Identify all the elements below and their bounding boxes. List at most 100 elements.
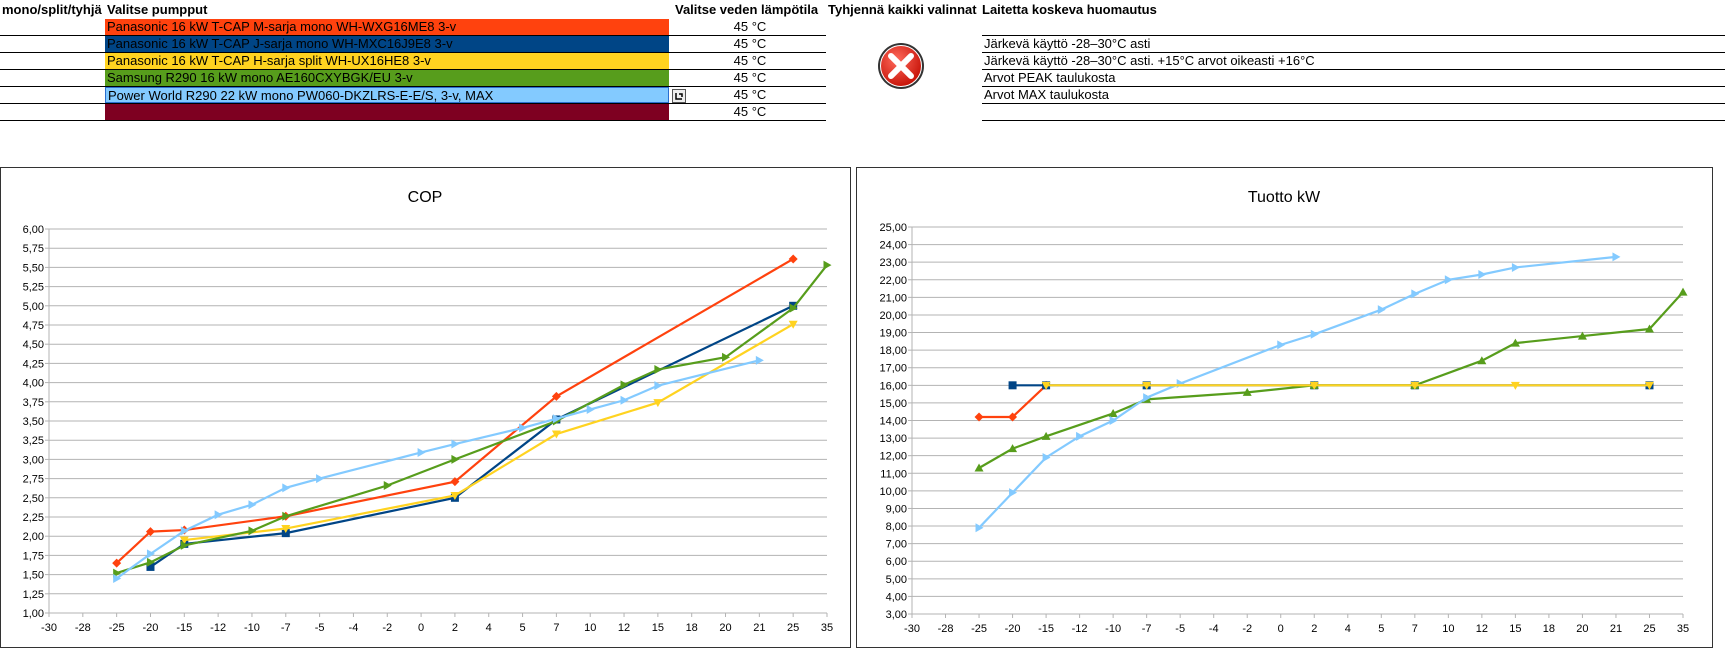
header-mode: mono/split/tyhjä bbox=[2, 2, 102, 17]
water-temp-6[interactable]: 45 °C bbox=[733, 104, 767, 119]
x-tick-label: 12 bbox=[618, 622, 630, 634]
pump-select-2[interactable]: Panasonic 16 kW T-CAP J-sarja mono WH-MX… bbox=[105, 36, 669, 52]
data-point bbox=[1309, 381, 1319, 390]
row-divider bbox=[982, 120, 1725, 121]
x-tick-label: 25 bbox=[1643, 623, 1655, 635]
data-point bbox=[248, 526, 257, 536]
water-temp-3[interactable]: 45 °C bbox=[733, 53, 767, 68]
data-point bbox=[654, 381, 663, 391]
y-tick-label: 10,00 bbox=[879, 486, 907, 498]
data-point bbox=[112, 558, 122, 568]
series-line bbox=[184, 323, 794, 542]
x-tick-label: 35 bbox=[821, 622, 833, 634]
x-tick-label: -2 bbox=[1242, 623, 1252, 635]
y-tick-label: 17,00 bbox=[879, 363, 907, 375]
x-tick-label: 12 bbox=[1476, 623, 1488, 635]
y-tick-label: 25,00 bbox=[879, 222, 907, 234]
y-tick-label: 5,00 bbox=[886, 574, 907, 586]
data-point bbox=[788, 320, 798, 329]
data-point bbox=[551, 391, 561, 401]
note-2: Järkevä käyttö -28–30°C asti. +15°C arvo… bbox=[984, 53, 1315, 68]
y-tick-label: 9,00 bbox=[886, 503, 907, 515]
water-temp-4[interactable]: 45 °C bbox=[733, 70, 767, 85]
data-point bbox=[180, 540, 189, 550]
y-tick-label: 3,00 bbox=[886, 609, 907, 621]
row-divider bbox=[0, 86, 826, 87]
x-tick-label: -7 bbox=[1142, 623, 1152, 635]
data-point bbox=[1042, 452, 1051, 462]
y-tick-label: 22,00 bbox=[879, 275, 907, 287]
note-4: Arvot MAX taulukosta bbox=[984, 87, 1109, 102]
y-tick-label: 5,75 bbox=[23, 243, 44, 255]
data-point bbox=[451, 439, 460, 449]
water-temp-1[interactable]: 45 °C bbox=[733, 19, 767, 34]
row-divider bbox=[982, 103, 1725, 104]
series-line bbox=[116, 359, 760, 580]
data-point bbox=[1277, 340, 1286, 350]
water-temp-2[interactable]: 45 °C bbox=[733, 36, 767, 51]
pump-select-3[interactable]: Panasonic 16 kW T-CAP H-sarja split WH-U… bbox=[105, 53, 669, 69]
data-point bbox=[146, 557, 155, 567]
data-point bbox=[113, 573, 122, 583]
y-tick-label: 1,00 bbox=[23, 608, 44, 620]
y-tick-label: 12,00 bbox=[879, 451, 907, 463]
data-point bbox=[282, 511, 291, 521]
data-point bbox=[586, 404, 595, 414]
series-line bbox=[116, 264, 828, 575]
water-temp-5[interactable]: 45 °C bbox=[733, 87, 767, 102]
y-tick-label: 2,50 bbox=[23, 493, 44, 505]
note-1: Järkevä käyttö -28–30°C asti bbox=[984, 36, 1151, 51]
header-pumps: Valitse pumpput bbox=[107, 2, 208, 17]
x-tick-label: -20 bbox=[1005, 623, 1021, 635]
x-tick-label: -12 bbox=[210, 622, 226, 634]
row-divider bbox=[0, 103, 826, 104]
y-tick-label: 4,00 bbox=[23, 378, 44, 390]
x-tick-label: 21 bbox=[1610, 623, 1622, 635]
output-chart-svg: Tuotto kW 3,00 4,00 5,00 6,00 7,00 8,00 9,00 10,… bbox=[879, 189, 1689, 635]
y-tick-label: 2,75 bbox=[23, 474, 44, 486]
x-tick-label: -20 bbox=[143, 622, 159, 634]
row-divider bbox=[0, 120, 826, 121]
data-point bbox=[450, 477, 460, 487]
x-tick-label: 7 bbox=[553, 622, 559, 634]
x-tick-label: -30 bbox=[904, 623, 920, 635]
pump-select-5[interactable]: Power World R290 22 kW mono PW060-DKZLRS… bbox=[105, 87, 669, 103]
data-point bbox=[417, 447, 426, 457]
data-point bbox=[1444, 275, 1453, 285]
row-divider bbox=[982, 69, 1725, 70]
pump-select-6[interactable] bbox=[105, 104, 669, 120]
data-point bbox=[146, 549, 155, 559]
data-point bbox=[1176, 379, 1185, 389]
x-tick-label: -10 bbox=[244, 622, 260, 634]
x-tick-label: 21 bbox=[753, 622, 765, 634]
x-tick-label: 10 bbox=[1442, 623, 1454, 635]
x-tick-label: -28 bbox=[938, 623, 954, 635]
pump-select-4[interactable]: Samsung R290 16 kW mono AE160CXYBGK/EU 3… bbox=[105, 70, 669, 86]
data-point bbox=[1143, 393, 1152, 403]
y-tick-label: 23,00 bbox=[879, 257, 907, 269]
data-point bbox=[281, 529, 290, 538]
data-point bbox=[146, 562, 155, 571]
cop-chart-svg: COP 1,00 1,25 1,50 1,75 2,00 2,25 2,50 2,75 3,00 3… bbox=[23, 189, 834, 634]
note-3: Arvot PEAK taulukosta bbox=[984, 70, 1116, 85]
header-clear-all: Tyhjennä kaikki valinnat bbox=[828, 2, 977, 17]
dropdown-arrow-icon[interactable] bbox=[672, 89, 686, 103]
data-point bbox=[755, 355, 764, 365]
pump-select-1[interactable]: Panasonic 16 kW T-CAP M-sarja mono WH-WX… bbox=[105, 19, 669, 35]
y-tick-label: 13,00 bbox=[879, 433, 907, 445]
data-point bbox=[1310, 329, 1319, 339]
x-tick-label: 10 bbox=[584, 622, 596, 634]
y-tick-label: 3,00 bbox=[23, 454, 44, 466]
x-tick-label: 7 bbox=[1412, 623, 1418, 635]
x-tick-label: 0 bbox=[418, 622, 424, 634]
clear-all-button[interactable] bbox=[876, 41, 926, 91]
data-point bbox=[1577, 331, 1587, 340]
x-tick-label: -4 bbox=[349, 622, 359, 634]
x-tick-label: 0 bbox=[1278, 623, 1284, 635]
header-water-temp: Valitse veden lämpötila bbox=[675, 2, 819, 17]
data-point bbox=[975, 523, 984, 533]
data-point bbox=[1510, 381, 1520, 390]
y-tick-label: 3,25 bbox=[23, 435, 44, 447]
data-point bbox=[450, 491, 460, 500]
data-point bbox=[789, 303, 798, 313]
